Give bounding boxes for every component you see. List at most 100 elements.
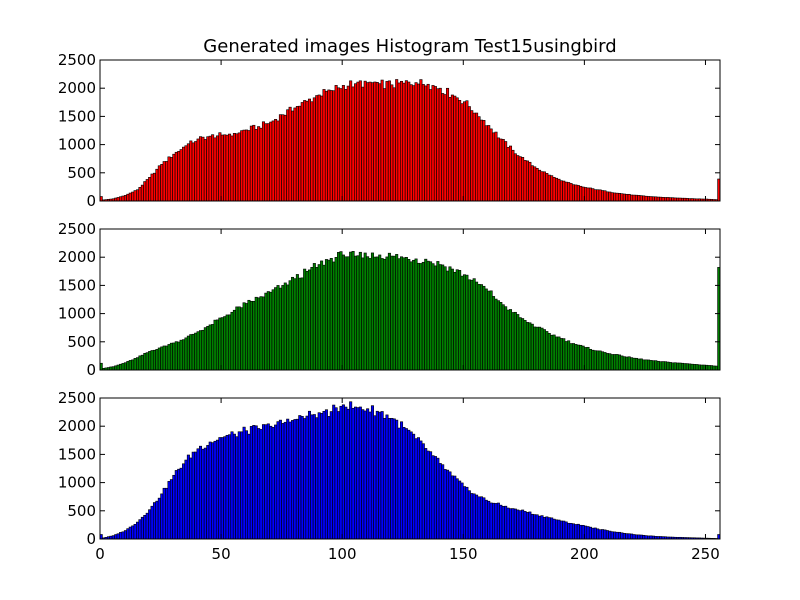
- bar-blue-145: [450, 475, 454, 540]
- bar-blue-211: [610, 531, 614, 540]
- bar-green-43: [203, 327, 207, 371]
- bar-blue-41: [199, 445, 203, 540]
- bar-blue-35: [184, 459, 188, 540]
- bar-blue-101: [344, 406, 348, 540]
- bar-green-166: [501, 304, 505, 371]
- bar-green-253: [712, 365, 716, 371]
- bar-red-71: [271, 120, 275, 202]
- bar-green-52: [225, 314, 229, 371]
- bar-blue-91: [320, 413, 324, 540]
- bar-red-101: [344, 89, 348, 202]
- bar-red-60: [245, 129, 249, 202]
- bar-green-208: [603, 352, 607, 371]
- bar-red-13: [131, 191, 135, 202]
- bar-green-137: [431, 263, 435, 371]
- bar-red-63: [252, 124, 256, 202]
- bar-red-94: [327, 89, 331, 202]
- bar-red-181: [538, 169, 542, 202]
- bar-red-149: [460, 103, 464, 202]
- bar-red-68: [264, 123, 268, 202]
- bar-red-128: [409, 84, 413, 202]
- bar-green-169: [508, 309, 513, 371]
- x-tick-label-150: 150: [449, 545, 478, 563]
- bar-green-248: [700, 364, 704, 371]
- bar-red-34: [182, 146, 186, 202]
- bar-blue-14: [133, 523, 137, 540]
- bar-blue-157: [479, 496, 483, 540]
- bar-green-25: [160, 346, 164, 371]
- bar-red-112: [370, 82, 374, 202]
- bar-green-67: [261, 296, 265, 371]
- bar-blue-15: [136, 521, 140, 540]
- bar-blue-209: [605, 530, 609, 540]
- bar-red-230: [656, 196, 660, 202]
- bar-red-120: [390, 84, 394, 202]
- bar-blue-195: [571, 523, 575, 540]
- bar-red-195: [571, 184, 575, 202]
- bar-red-192: [564, 181, 568, 202]
- bar-green-140: [438, 264, 442, 371]
- bar-red-207: [601, 190, 605, 202]
- bar-green-115: [378, 254, 382, 371]
- bar-green-30: [172, 342, 176, 371]
- bar-red-135: [426, 83, 430, 202]
- bar-green-16: [138, 355, 142, 371]
- bar-red-100: [341, 85, 345, 202]
- bar-red-36: [186, 143, 190, 202]
- bar-green-251: [707, 365, 711, 371]
- bar-red-227: [649, 196, 653, 202]
- bar-green-9: [121, 363, 125, 371]
- bar-blue-81: [295, 418, 299, 540]
- y-tick-label-green-500: 500: [67, 333, 96, 351]
- bar-red-86: [307, 98, 311, 202]
- bar-green-214: [617, 354, 622, 371]
- bar-blue-52: [225, 434, 229, 540]
- bar-blue-194: [569, 523, 573, 540]
- bar-green-129: [412, 259, 416, 371]
- bar-red-118: [385, 81, 389, 202]
- bar-blue-146: [453, 475, 457, 540]
- bar-red-109: [363, 80, 367, 202]
- bar-blue-197: [576, 523, 580, 540]
- bar-green-42: [201, 329, 205, 371]
- bar-blue-154: [472, 493, 476, 540]
- bar-red-43: [203, 139, 207, 202]
- bar-red-40: [196, 138, 200, 202]
- bar-green-62: [249, 300, 253, 371]
- bar-blue-82: [298, 415, 302, 540]
- bar-red-18: [143, 181, 147, 202]
- bar-blue-114: [375, 410, 379, 540]
- bar-red-208: [603, 190, 607, 202]
- bar-blue-43: [203, 447, 207, 540]
- bar-green-34: [182, 339, 186, 371]
- bar-red-202: [588, 187, 592, 202]
- bar-red-131: [416, 83, 420, 202]
- bar-blue-141: [441, 464, 445, 540]
- bar-green-116: [380, 258, 384, 371]
- bar-blue-113: [373, 415, 377, 540]
- bar-green-61: [247, 299, 251, 371]
- bar-blue-78: [288, 421, 292, 540]
- bar-green-152: [467, 279, 471, 371]
- bar-red-160: [487, 125, 491, 202]
- bar-blue-92: [322, 410, 326, 540]
- bar-red-108: [361, 86, 365, 202]
- bar-red-182: [540, 171, 544, 202]
- bar-green-141: [441, 264, 445, 371]
- bar-red-52: [225, 134, 229, 202]
- bar-blue-223: [639, 534, 643, 540]
- bar-blue-225: [644, 535, 648, 540]
- bar-green-180: [535, 326, 539, 371]
- bar-red-61: [247, 130, 251, 202]
- bar-red-97: [334, 85, 338, 202]
- bar-blue-147: [455, 478, 459, 540]
- bar-blue-67: [261, 424, 265, 540]
- bar-blue-181: [538, 515, 542, 540]
- bar-red-163: [494, 131, 498, 202]
- bar-green-235: [668, 362, 672, 371]
- bar-green-21: [150, 350, 154, 371]
- bar-green-148: [458, 270, 462, 371]
- y-tick-label-green-1000: 1000: [58, 305, 96, 323]
- bar-red-140: [438, 87, 442, 202]
- bar-blue-48: [215, 439, 219, 540]
